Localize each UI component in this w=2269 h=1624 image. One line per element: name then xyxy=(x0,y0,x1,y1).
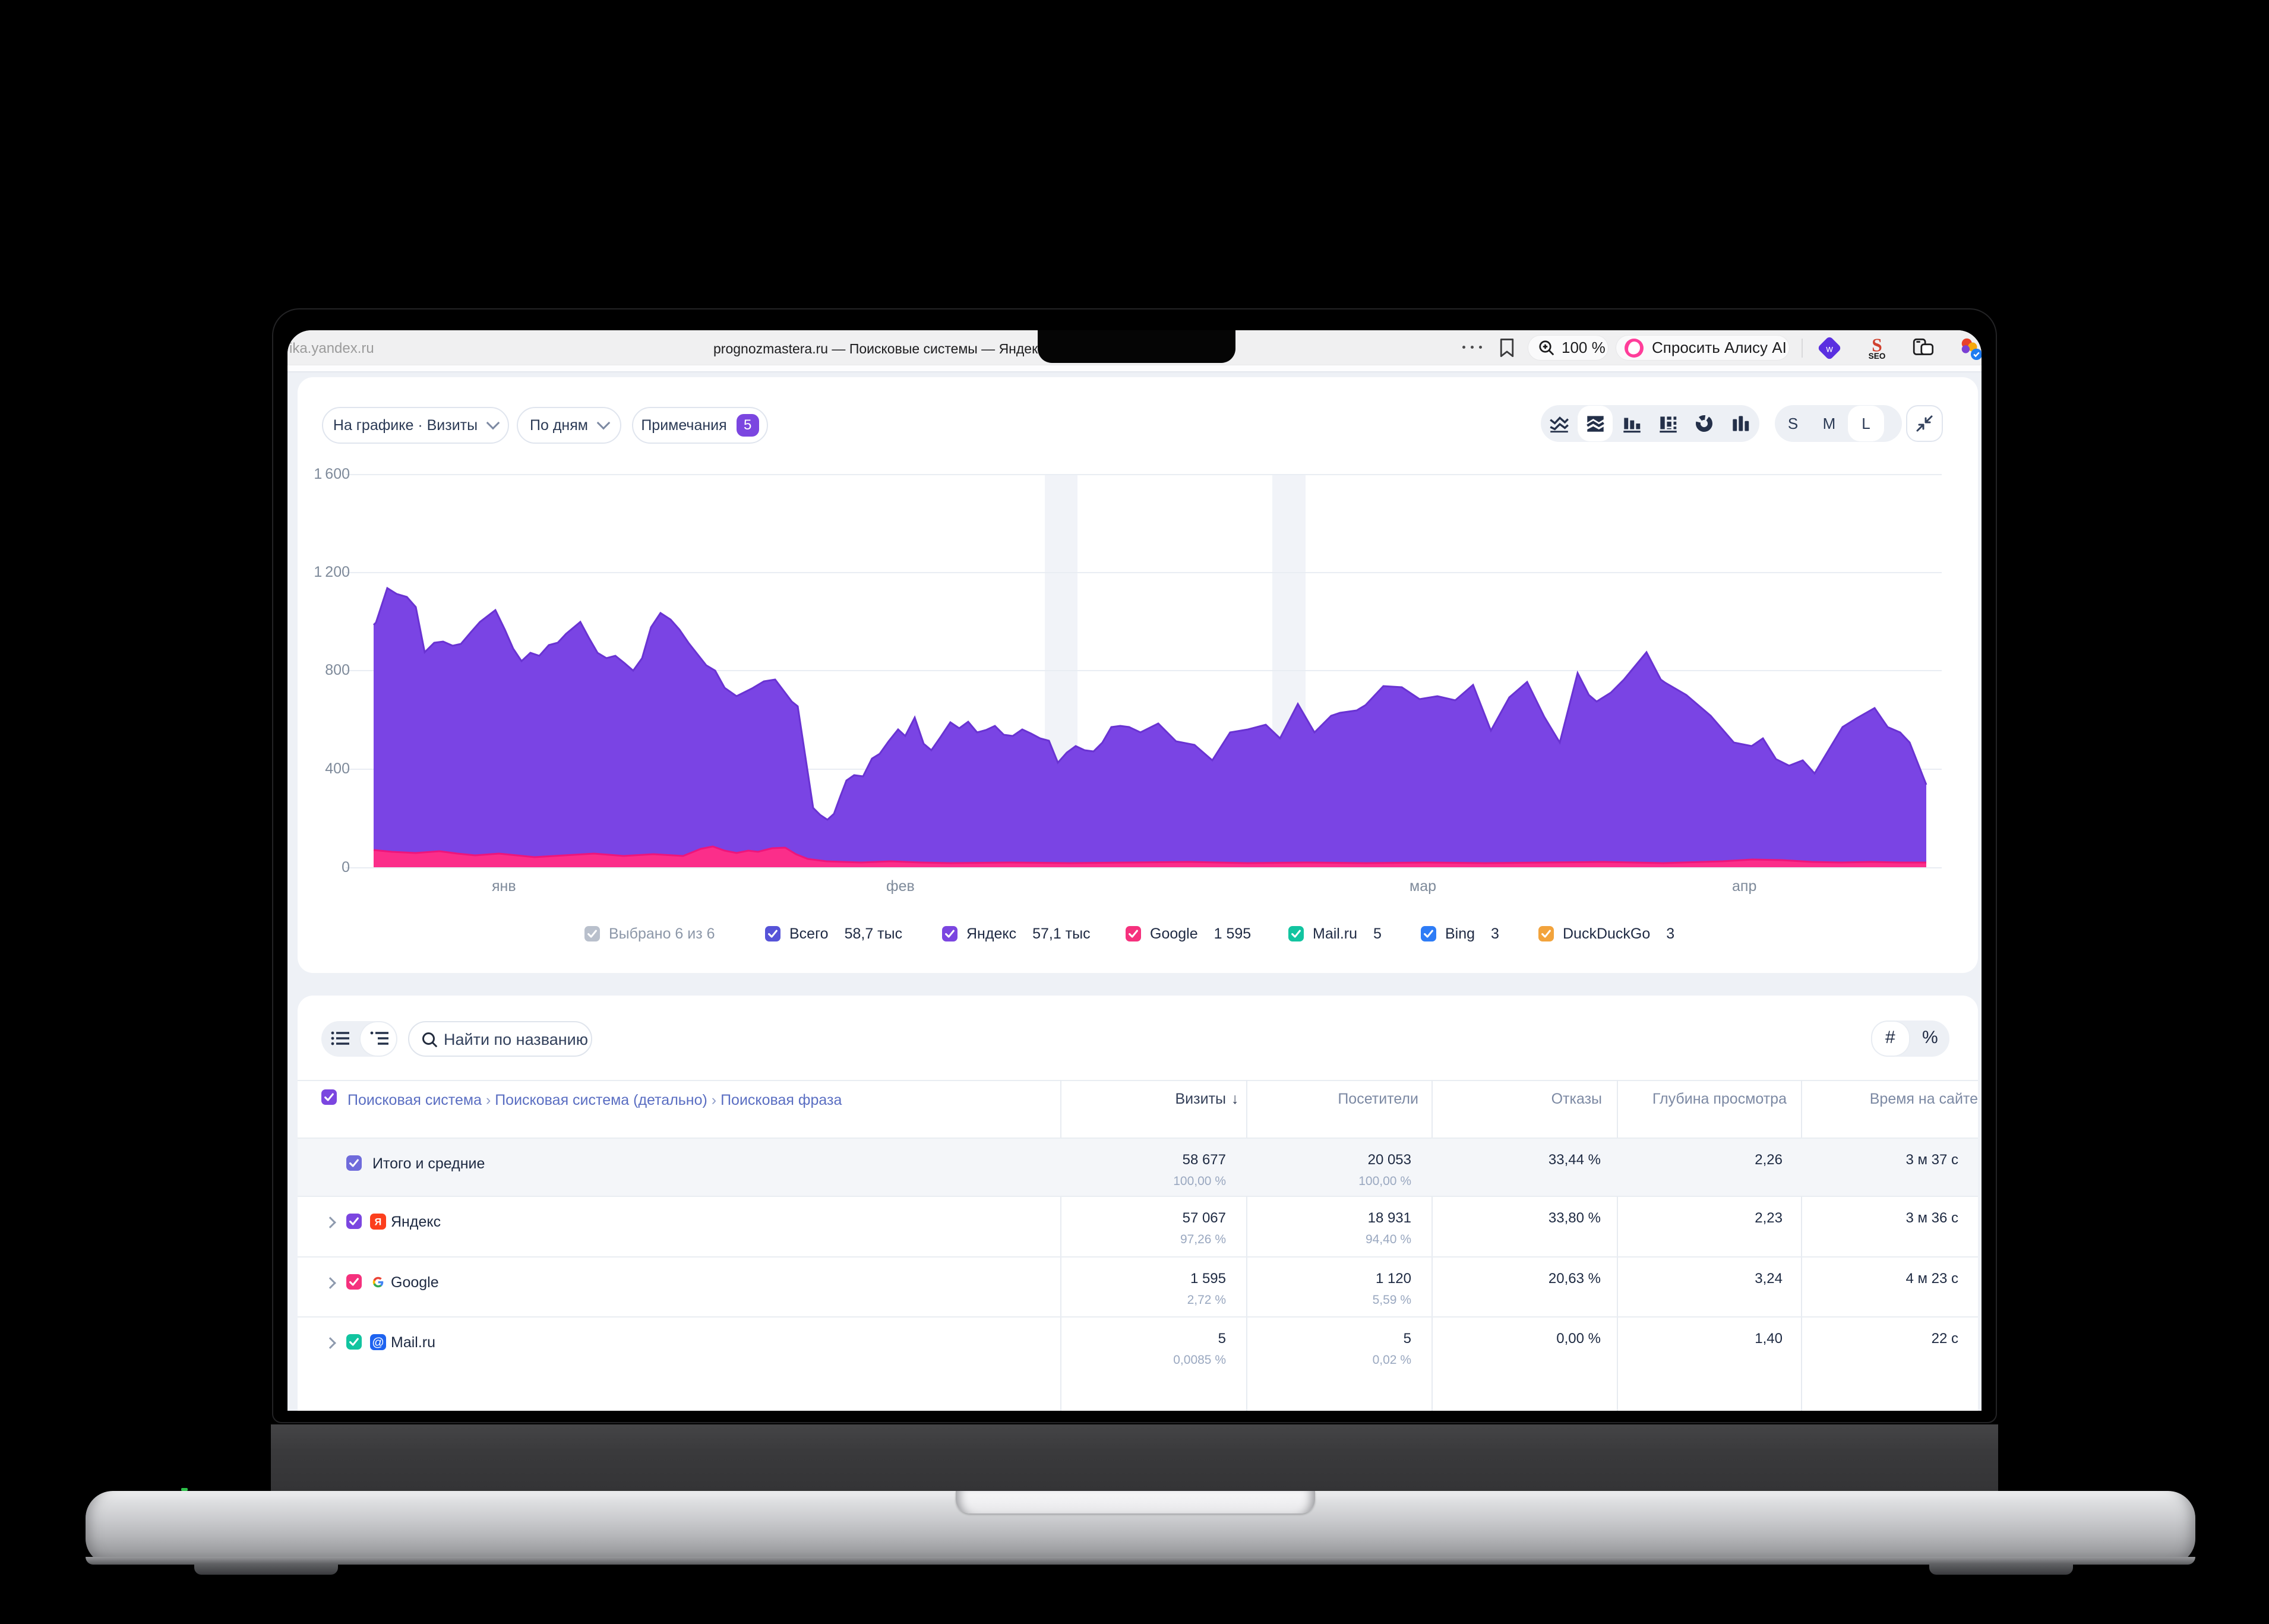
svg-text:SEO: SEO xyxy=(1869,352,1886,361)
svg-text:w: w xyxy=(1825,344,1833,354)
svg-text:@: @ xyxy=(372,1336,384,1349)
svg-text:S: S xyxy=(1872,336,1882,355)
svg-text:Я: Я xyxy=(375,1217,382,1228)
